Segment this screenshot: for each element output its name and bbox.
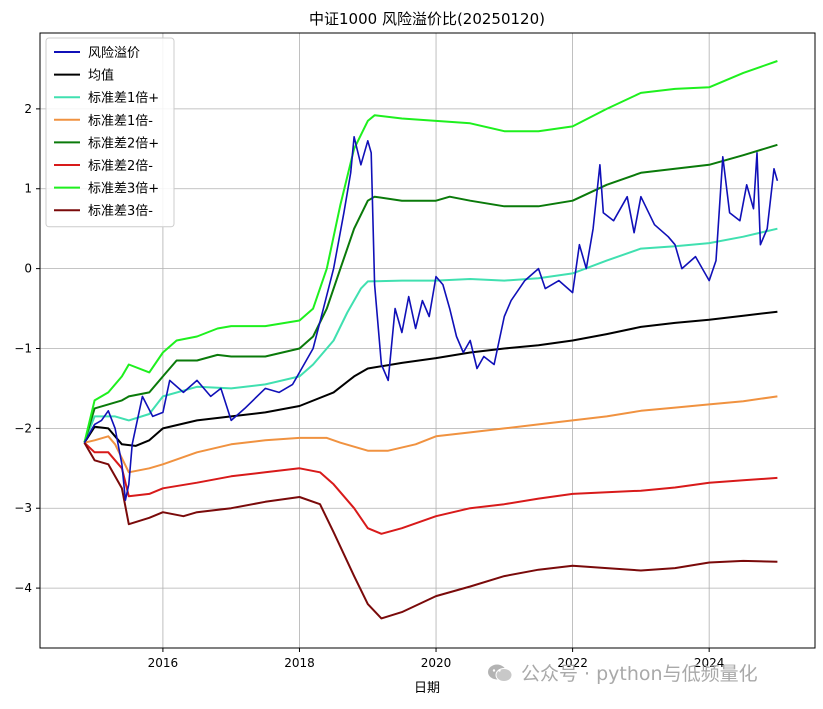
y-tick-label: −2	[14, 421, 32, 435]
legend-box	[45, 37, 175, 228]
legend-label: 标准差2倍-	[88, 159, 153, 174]
x-tick-label: 2022	[557, 656, 588, 670]
series-line-2	[83, 227, 778, 444]
x-tick-label: 2024	[694, 656, 725, 670]
chart-title: 中证1000 风险溢价比(20250120)	[309, 10, 545, 28]
series-line-5	[83, 441, 778, 535]
x-tick-label: 2020	[421, 656, 452, 670]
axis-ticks: 2016 2018 2020 2022 2024 −4 −3 −2 −1 0 1 2	[14, 102, 724, 670]
legend-label: 标准差3倍-	[88, 204, 153, 219]
y-tick-label: −1	[14, 341, 32, 355]
y-tick-label: 2	[24, 102, 32, 116]
series-line-0	[83, 136, 779, 501]
x-axis-label: 日期	[414, 681, 440, 696]
x-tick-label: 2016	[148, 656, 179, 670]
series-line-4	[83, 143, 778, 443]
x-tick-label: 2018	[284, 656, 315, 670]
wechat-icon	[488, 664, 513, 682]
series-lines	[83, 60, 779, 620]
series-line-1	[83, 310, 778, 447]
y-tick-label: 0	[24, 262, 32, 276]
y-tick-label: 1	[24, 182, 32, 196]
series-line-3	[84, 395, 778, 474]
legend-label: 标准差1倍+	[88, 91, 159, 106]
series-line-7	[83, 442, 778, 620]
legend-label: 均值	[88, 68, 114, 84]
series-line-6	[83, 60, 778, 443]
legend-label: 风险溢价	[88, 46, 140, 61]
y-tick-label: −3	[14, 501, 32, 515]
plot-frame	[39, 32, 816, 649]
y-tick-label: −4	[14, 581, 32, 595]
legend-label: 标准差3倍+	[88, 182, 159, 197]
legend-label: 标准差1倍-	[88, 114, 153, 129]
watermark: 公众号 · python与低频量化	[487, 659, 758, 686]
legend-label: 标准差2倍+	[88, 136, 159, 151]
watermark-text: 公众号 · python与低频量化	[521, 663, 758, 685]
